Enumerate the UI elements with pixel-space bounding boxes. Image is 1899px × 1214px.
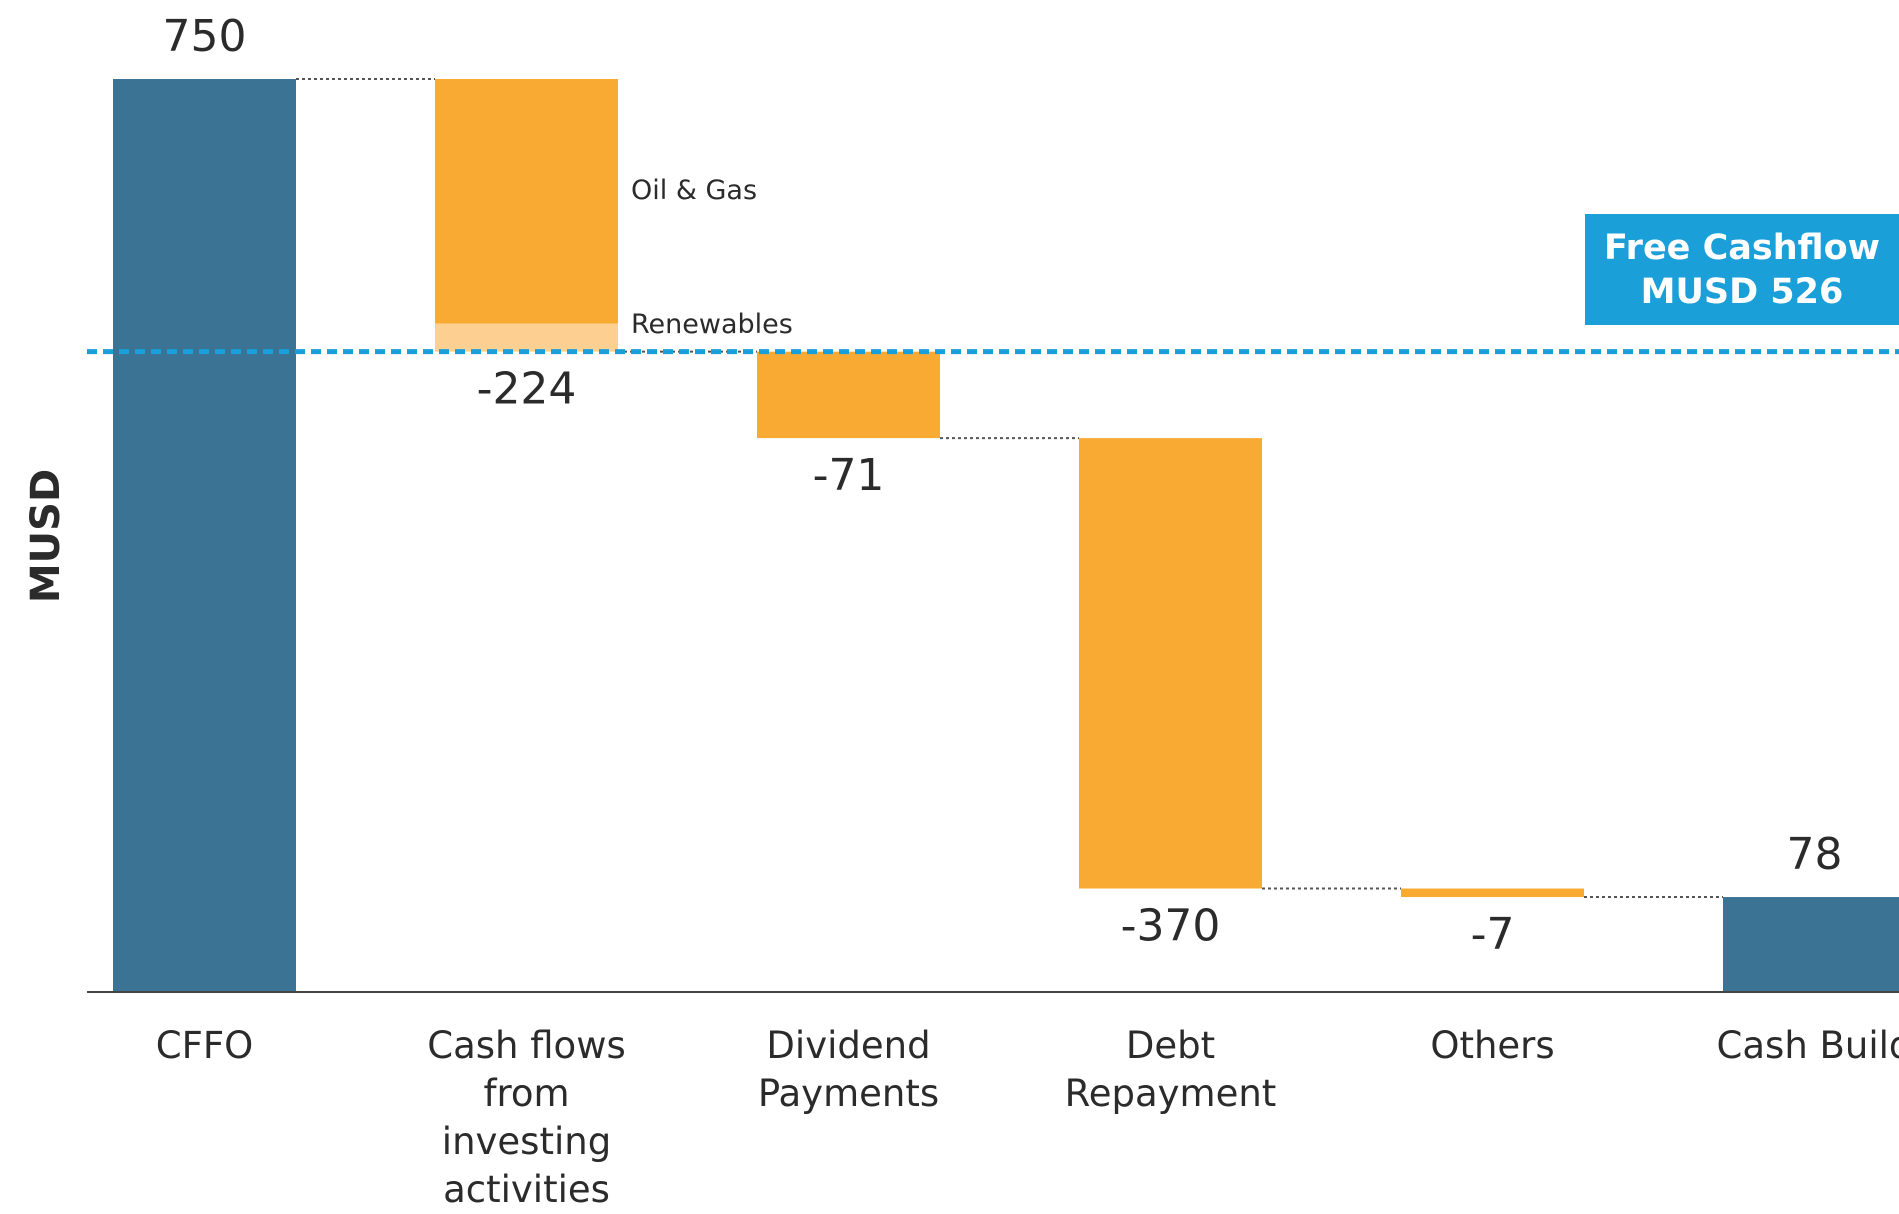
- bar: [113, 79, 296, 992]
- x-tick-label: Others: [1373, 1022, 1613, 1070]
- value-label: -71: [813, 450, 885, 501]
- annotation-line: Free Cashflow: [1604, 226, 1880, 270]
- annotation-line: MUSD 526: [1641, 270, 1844, 314]
- x-tick-label: CFFO: [85, 1022, 325, 1070]
- value-label: 750: [163, 11, 247, 62]
- bar-segment: [435, 79, 618, 324]
- value-label: -370: [1121, 901, 1221, 952]
- bar: [1723, 897, 1899, 992]
- x-tick-label: Debt Repayment: [1051, 1022, 1291, 1118]
- x-tick-label: Cash Build: [1695, 1022, 1899, 1070]
- y-axis-title: MUSD: [23, 469, 69, 603]
- value-label: -7: [1471, 909, 1515, 960]
- value-label: -224: [477, 364, 577, 415]
- annotation-box: Free Cashflow MUSD 526: [1585, 214, 1899, 325]
- x-tick-label: Cash flows from investing activities: [407, 1022, 647, 1214]
- segment-label: Oil & Gas: [631, 175, 757, 206]
- x-tick-label: Dividend Payments: [729, 1022, 969, 1118]
- bar-segment: [435, 324, 618, 352]
- bar: [1079, 438, 1262, 888]
- bar: [1401, 889, 1584, 898]
- bar: [757, 352, 940, 438]
- value-label: 78: [1787, 829, 1843, 880]
- segment-label: Renewables: [631, 309, 793, 340]
